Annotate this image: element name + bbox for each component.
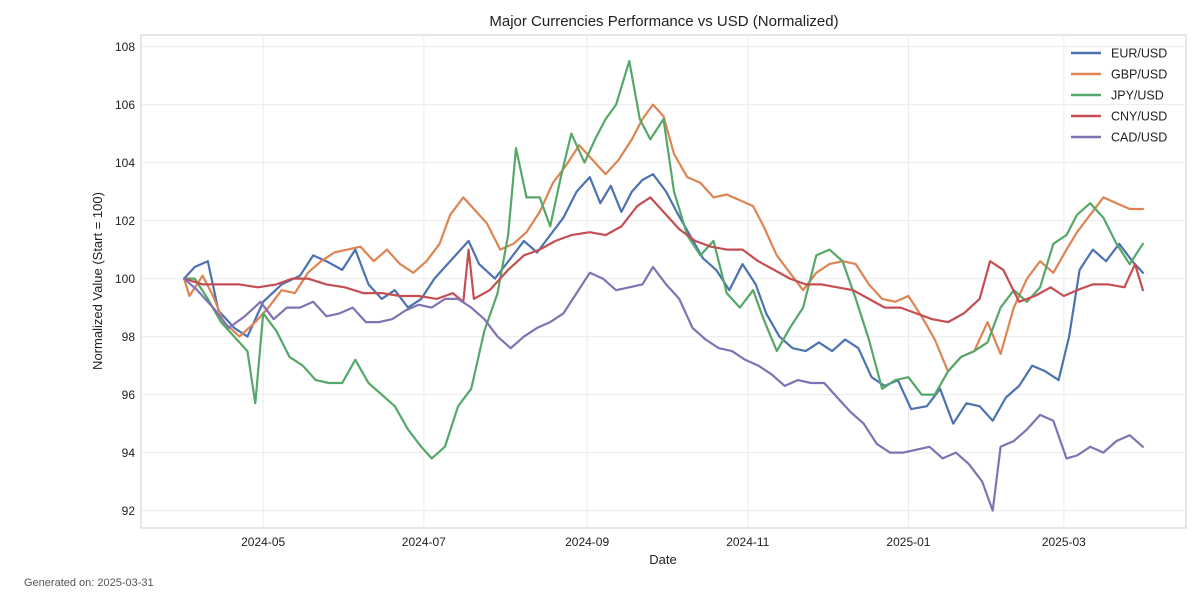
- legend-label: CAD/USD: [1111, 131, 1167, 145]
- legend-label: CNY/USD: [1111, 110, 1167, 124]
- series-layer: [183, 60, 1144, 512]
- y-tick-label: 106: [115, 98, 135, 112]
- y-tick-label: 94: [122, 446, 136, 460]
- y-tick-label: 104: [115, 156, 135, 170]
- x-tick-label: 2024-07: [402, 535, 446, 549]
- series-line-eur-usd: [183, 173, 1144, 425]
- y-tick-label: 108: [115, 40, 135, 54]
- series-line-gbp-usd: [183, 103, 1144, 373]
- y-axis-label: Normalized Value (Start = 100): [90, 192, 105, 370]
- legend-label: JPY/USD: [1111, 89, 1164, 103]
- x-axis: 2024-05 2024-07 2024-09 2024-11 2025-01 2025-…: [241, 535, 1086, 549]
- x-tick-label: 2024-05: [241, 535, 285, 549]
- y-tick-label: 92: [122, 504, 136, 518]
- legend-label: GBP/USD: [1111, 68, 1167, 82]
- y-tick-label: 96: [122, 388, 136, 402]
- x-tick-label: 2024-09: [565, 535, 609, 549]
- y-tick-label: 100: [115, 272, 135, 286]
- x-tick-label: 2025-03: [1042, 535, 1086, 549]
- series-line-cad-usd: [183, 265, 1144, 512]
- y-axis: 92 94 96 98 100 102 104 106 108: [115, 40, 135, 518]
- grid-lines: [141, 35, 1186, 528]
- y-tick-label: 102: [115, 214, 135, 228]
- series-line-jpy-usd: [183, 60, 1144, 460]
- x-tick-label: 2024-11: [726, 535, 769, 549]
- series-line-cny-usd: [183, 196, 1144, 324]
- chart-title: Major Currencies Performance vs USD (Nor…: [489, 13, 838, 30]
- legend: EUR/USD GBP/USD JPY/USD CNY/USD CAD/USD: [1071, 47, 1167, 145]
- legend-label: EUR/USD: [1111, 47, 1167, 61]
- generated-footer: Generated on: 2025-03-31: [24, 577, 154, 589]
- y-tick-label: 98: [122, 330, 136, 344]
- x-tick-label: 2025-01: [886, 535, 930, 549]
- x-axis-label: Date: [649, 552, 676, 567]
